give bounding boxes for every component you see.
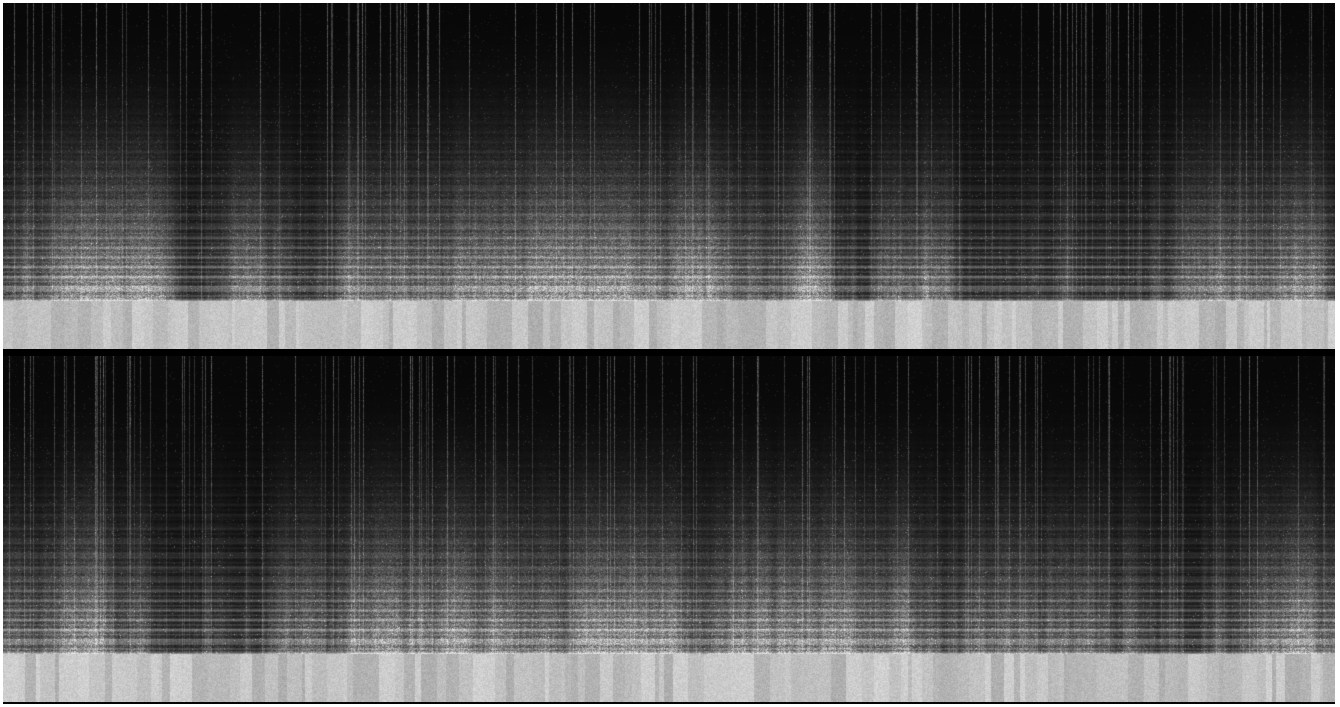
spectrogram-channel-2 (3, 356, 1335, 702)
channel-divider (3, 349, 1335, 356)
spectrogram-channel-1 (3, 3, 1335, 349)
spectrogram-view (3, 3, 1335, 704)
